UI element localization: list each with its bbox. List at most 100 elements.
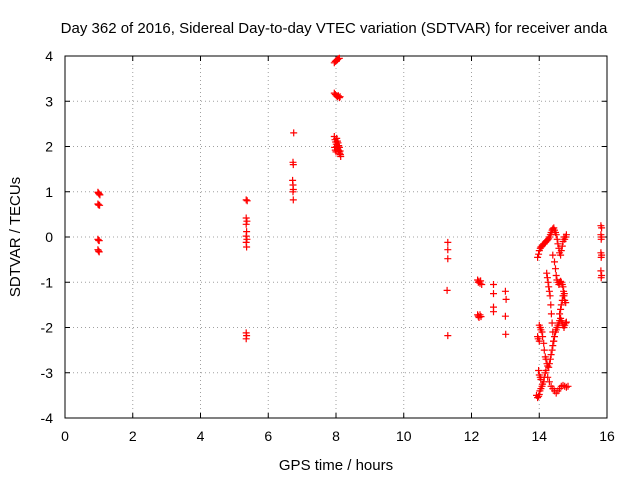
data-point — [550, 337, 557, 345]
y-tick-label: -1 — [41, 274, 54, 290]
data-point — [549, 225, 557, 233]
data-point — [335, 94, 343, 102]
data-point — [95, 248, 103, 256]
data-point — [562, 299, 570, 307]
data-point — [332, 148, 340, 156]
data-point — [243, 235, 251, 243]
data-point — [552, 272, 560, 279]
data-point — [549, 251, 557, 259]
data-point — [540, 339, 548, 347]
data-point — [552, 231, 560, 239]
data-point — [95, 189, 102, 197]
x-tick-label: 10 — [396, 428, 412, 444]
data-point — [552, 265, 559, 273]
data-point — [243, 243, 251, 251]
data-point — [559, 381, 567, 389]
x-tick-label: 0 — [61, 428, 69, 444]
data-point — [543, 274, 551, 282]
data-point — [562, 231, 570, 239]
data-point — [501, 287, 509, 295]
x-tick-label: 16 — [599, 428, 615, 444]
data-point — [545, 378, 553, 386]
data-point — [554, 240, 562, 248]
data-point — [444, 238, 452, 246]
data-point — [545, 360, 553, 368]
data-point — [557, 301, 565, 309]
data-point — [242, 196, 250, 204]
data-point — [490, 308, 497, 316]
x-tick-label: 2 — [129, 428, 137, 444]
data-point — [290, 129, 298, 137]
data-point — [444, 332, 452, 340]
data-point — [562, 319, 570, 327]
data-point — [95, 237, 103, 245]
data-point — [535, 250, 543, 258]
data-point — [543, 269, 551, 277]
x-axis-label: GPS time / hours — [279, 457, 393, 474]
data-point — [443, 286, 451, 294]
data-point — [336, 93, 344, 101]
y-tick-label: 1 — [45, 184, 53, 200]
data-point — [560, 290, 568, 298]
data-point — [548, 346, 556, 354]
y-tick-label: 2 — [45, 139, 53, 155]
data-point — [545, 283, 553, 291]
data-point — [542, 367, 550, 374]
data-point — [562, 383, 570, 391]
y-tick-label: 0 — [45, 229, 53, 245]
data-point — [562, 318, 570, 326]
x-tick-label: 14 — [531, 428, 547, 444]
y-tick-label: -2 — [41, 320, 54, 336]
data-point — [289, 196, 297, 204]
data-point — [597, 253, 605, 261]
grid-lines — [65, 56, 607, 418]
data-point — [598, 224, 606, 232]
data-point — [545, 287, 553, 295]
data-point — [534, 253, 542, 261]
data-point — [534, 394, 542, 402]
data-point — [557, 247, 565, 255]
data-point — [242, 232, 250, 240]
data-point — [547, 310, 555, 318]
x-tick-label: 8 — [332, 428, 340, 444]
data-point — [547, 351, 555, 359]
data-point — [553, 235, 561, 243]
data-point — [95, 247, 102, 255]
y-tick-label: -3 — [41, 365, 54, 381]
data-point — [243, 217, 251, 225]
data-point — [548, 319, 556, 327]
data-point — [337, 153, 345, 160]
data-point — [544, 373, 552, 381]
x-tick-label: 6 — [264, 428, 272, 444]
data-point — [444, 255, 452, 263]
data-point — [597, 267, 605, 275]
data-point — [557, 251, 565, 259]
data-point — [96, 191, 104, 199]
data-point — [535, 337, 543, 345]
data-point — [558, 242, 566, 250]
data-point — [564, 382, 572, 390]
data-point — [537, 376, 545, 383]
data-point — [502, 295, 510, 303]
x-tick-label: 12 — [464, 428, 480, 444]
data-point — [544, 278, 552, 286]
data-point — [546, 355, 554, 363]
y-tick-label: 3 — [45, 93, 53, 109]
data-point — [557, 305, 565, 313]
data-point — [490, 290, 497, 298]
data-point — [444, 246, 452, 254]
x-tick-label: 4 — [197, 428, 205, 444]
data-point — [335, 54, 343, 62]
data-point — [242, 335, 250, 343]
data-point — [289, 161, 297, 169]
data-point — [546, 292, 554, 300]
data-point — [547, 301, 555, 309]
data-point — [535, 367, 543, 374]
data-point — [335, 143, 343, 151]
data-point — [551, 333, 558, 341]
data-point — [597, 235, 605, 243]
y-tick-label: -4 — [41, 410, 54, 426]
data-point — [551, 258, 558, 266]
data-point — [242, 214, 250, 222]
